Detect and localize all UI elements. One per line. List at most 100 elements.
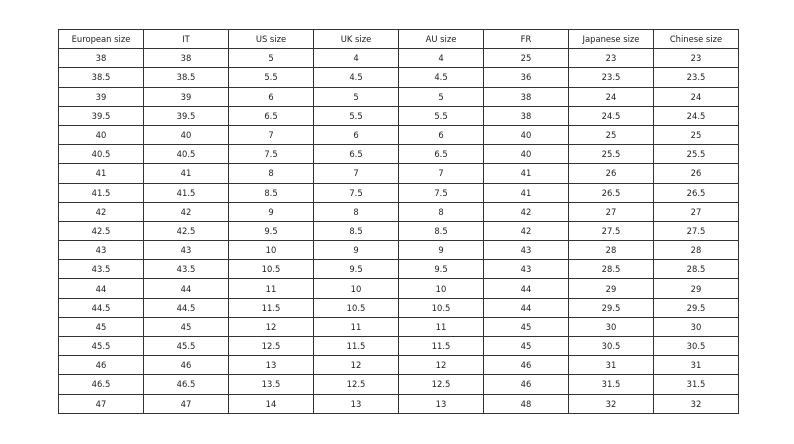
table-cell: 29 xyxy=(568,278,654,299)
table-cell: 39 xyxy=(58,86,144,107)
table-cell: 4.5 xyxy=(313,67,399,88)
table-cell: 29.5 xyxy=(568,297,654,318)
table-cell: 25 xyxy=(653,124,739,146)
table-cell: 7 xyxy=(398,163,484,184)
table-cell: 45.5 xyxy=(143,335,229,357)
table-cell: 12 xyxy=(398,355,484,376)
table-cell: 11.5 xyxy=(398,335,484,357)
table-cell: 23.5 xyxy=(653,67,739,88)
table-cell: 26.5 xyxy=(653,182,739,203)
table-cell: 25.5 xyxy=(568,144,654,165)
table-cell: 13 xyxy=(228,355,314,376)
table-cell: 46 xyxy=(143,355,229,376)
column-header: FR xyxy=(483,28,569,50)
table-cell: 38 xyxy=(483,105,569,126)
table-cell: 28 xyxy=(653,240,739,261)
table-cell: 31.5 xyxy=(568,374,654,395)
table-cell: 45 xyxy=(483,335,569,357)
table-cell: 42 xyxy=(483,220,569,242)
table-cell: 11.5 xyxy=(313,335,399,357)
table-cell: 41.5 xyxy=(143,182,229,203)
table-cell: 12.5 xyxy=(398,374,484,395)
table-cell: 13.5 xyxy=(228,374,314,395)
table-cell: 11.5 xyxy=(228,297,314,318)
table-cell: 24.5 xyxy=(568,105,654,126)
table-row: 39 39 6 5 5 38 24 24 xyxy=(58,86,739,107)
table-cell: 31 xyxy=(653,355,739,376)
table-cell: 26.5 xyxy=(568,182,654,203)
table-cell: 42.5 xyxy=(143,220,229,242)
table-cell: 8.5 xyxy=(398,220,484,242)
table-cell: 40 xyxy=(58,124,144,146)
table-cell: 9 xyxy=(228,201,314,222)
table-cell: 11 xyxy=(313,316,399,338)
table-cell: 28.5 xyxy=(568,259,654,280)
table-cell: 46.5 xyxy=(143,374,229,395)
table-cell: 23 xyxy=(568,48,654,69)
table-cell: 5.5 xyxy=(228,67,314,88)
table-cell: 12 xyxy=(228,316,314,338)
table-cell: 11 xyxy=(398,316,484,338)
table-cell: 8 xyxy=(228,163,314,184)
header-row: European size IT US size UK size AU size FR Ja… xyxy=(58,28,739,50)
shoe-size-conversion-table: European size IT US size UK size AU size FR Ja… xyxy=(58,28,739,414)
table-cell: 10 xyxy=(398,278,484,299)
table-cell: 24 xyxy=(653,86,739,107)
table-cell: 5 xyxy=(398,86,484,107)
table-cell: 41 xyxy=(483,182,569,203)
table-cell: 40 xyxy=(483,124,569,146)
column-header: IT xyxy=(143,28,229,50)
table-cell: 8.5 xyxy=(228,182,314,203)
table-cell: 42 xyxy=(143,201,229,222)
table-cell: 43 xyxy=(143,240,229,261)
table-cell: 10 xyxy=(313,278,399,299)
table-cell: 42.5 xyxy=(58,220,144,242)
table-cell: 12.5 xyxy=(313,374,399,395)
table-cell: 44 xyxy=(58,278,144,299)
table-cell: 6.5 xyxy=(228,105,314,126)
table-cell: 12 xyxy=(313,355,399,376)
table-cell: 7 xyxy=(313,163,399,184)
table-cell: 14 xyxy=(228,393,314,414)
table-cell: 43.5 xyxy=(143,259,229,280)
table-row: 43 43 10 9 9 43 28 28 xyxy=(58,240,739,261)
table-cell: 39.5 xyxy=(143,105,229,126)
table-cell: 46 xyxy=(483,355,569,376)
table-cell: 39 xyxy=(143,86,229,107)
table-cell: 48 xyxy=(483,393,569,414)
table-cell: 6.5 xyxy=(313,144,399,165)
table-cell: 4 xyxy=(313,48,399,69)
table-cell: 28.5 xyxy=(653,259,739,280)
table-cell: 44.5 xyxy=(58,297,144,318)
table-cell: 12.5 xyxy=(228,335,314,357)
table-cell: 44 xyxy=(483,278,569,299)
table-cell: 43.5 xyxy=(58,259,144,280)
table-cell: 44.5 xyxy=(143,297,229,318)
table-cell: 8.5 xyxy=(313,220,399,242)
table-cell: 5 xyxy=(313,86,399,107)
column-header: Japanese size xyxy=(568,28,654,50)
column-header: US size xyxy=(228,28,314,50)
column-header: AU size xyxy=(398,28,484,50)
table-row: 39.5 39.5 6.5 5.5 5.5 38 24.5 24.5 xyxy=(58,105,739,126)
table-cell: 8 xyxy=(313,201,399,222)
table-cell: 6.5 xyxy=(398,144,484,165)
table-cell: 9.5 xyxy=(313,259,399,280)
table-cell: 26 xyxy=(568,163,654,184)
table-cell: 29.5 xyxy=(653,297,739,318)
table-row: 45.5 45.5 12.5 11.5 11.5 45 30.5 30.5 xyxy=(58,335,739,357)
table-cell: 38.5 xyxy=(58,67,144,88)
table-cell: 25 xyxy=(483,48,569,69)
table-cell: 27.5 xyxy=(568,220,654,242)
table-row: 46.5 46.5 13.5 12.5 12.5 46 31.5 31.5 xyxy=(58,374,739,395)
table-cell: 39.5 xyxy=(58,105,144,126)
table-cell: 24.5 xyxy=(653,105,739,126)
table-cell: 23.5 xyxy=(568,67,654,88)
table-cell: 30.5 xyxy=(653,335,739,357)
table-cell: 9.5 xyxy=(398,259,484,280)
table-cell: 46.5 xyxy=(58,374,144,395)
table-cell: 9.5 xyxy=(228,220,314,242)
table-cell: 40 xyxy=(483,144,569,165)
table-cell: 46 xyxy=(58,355,144,376)
table-cell: 25 xyxy=(568,124,654,146)
